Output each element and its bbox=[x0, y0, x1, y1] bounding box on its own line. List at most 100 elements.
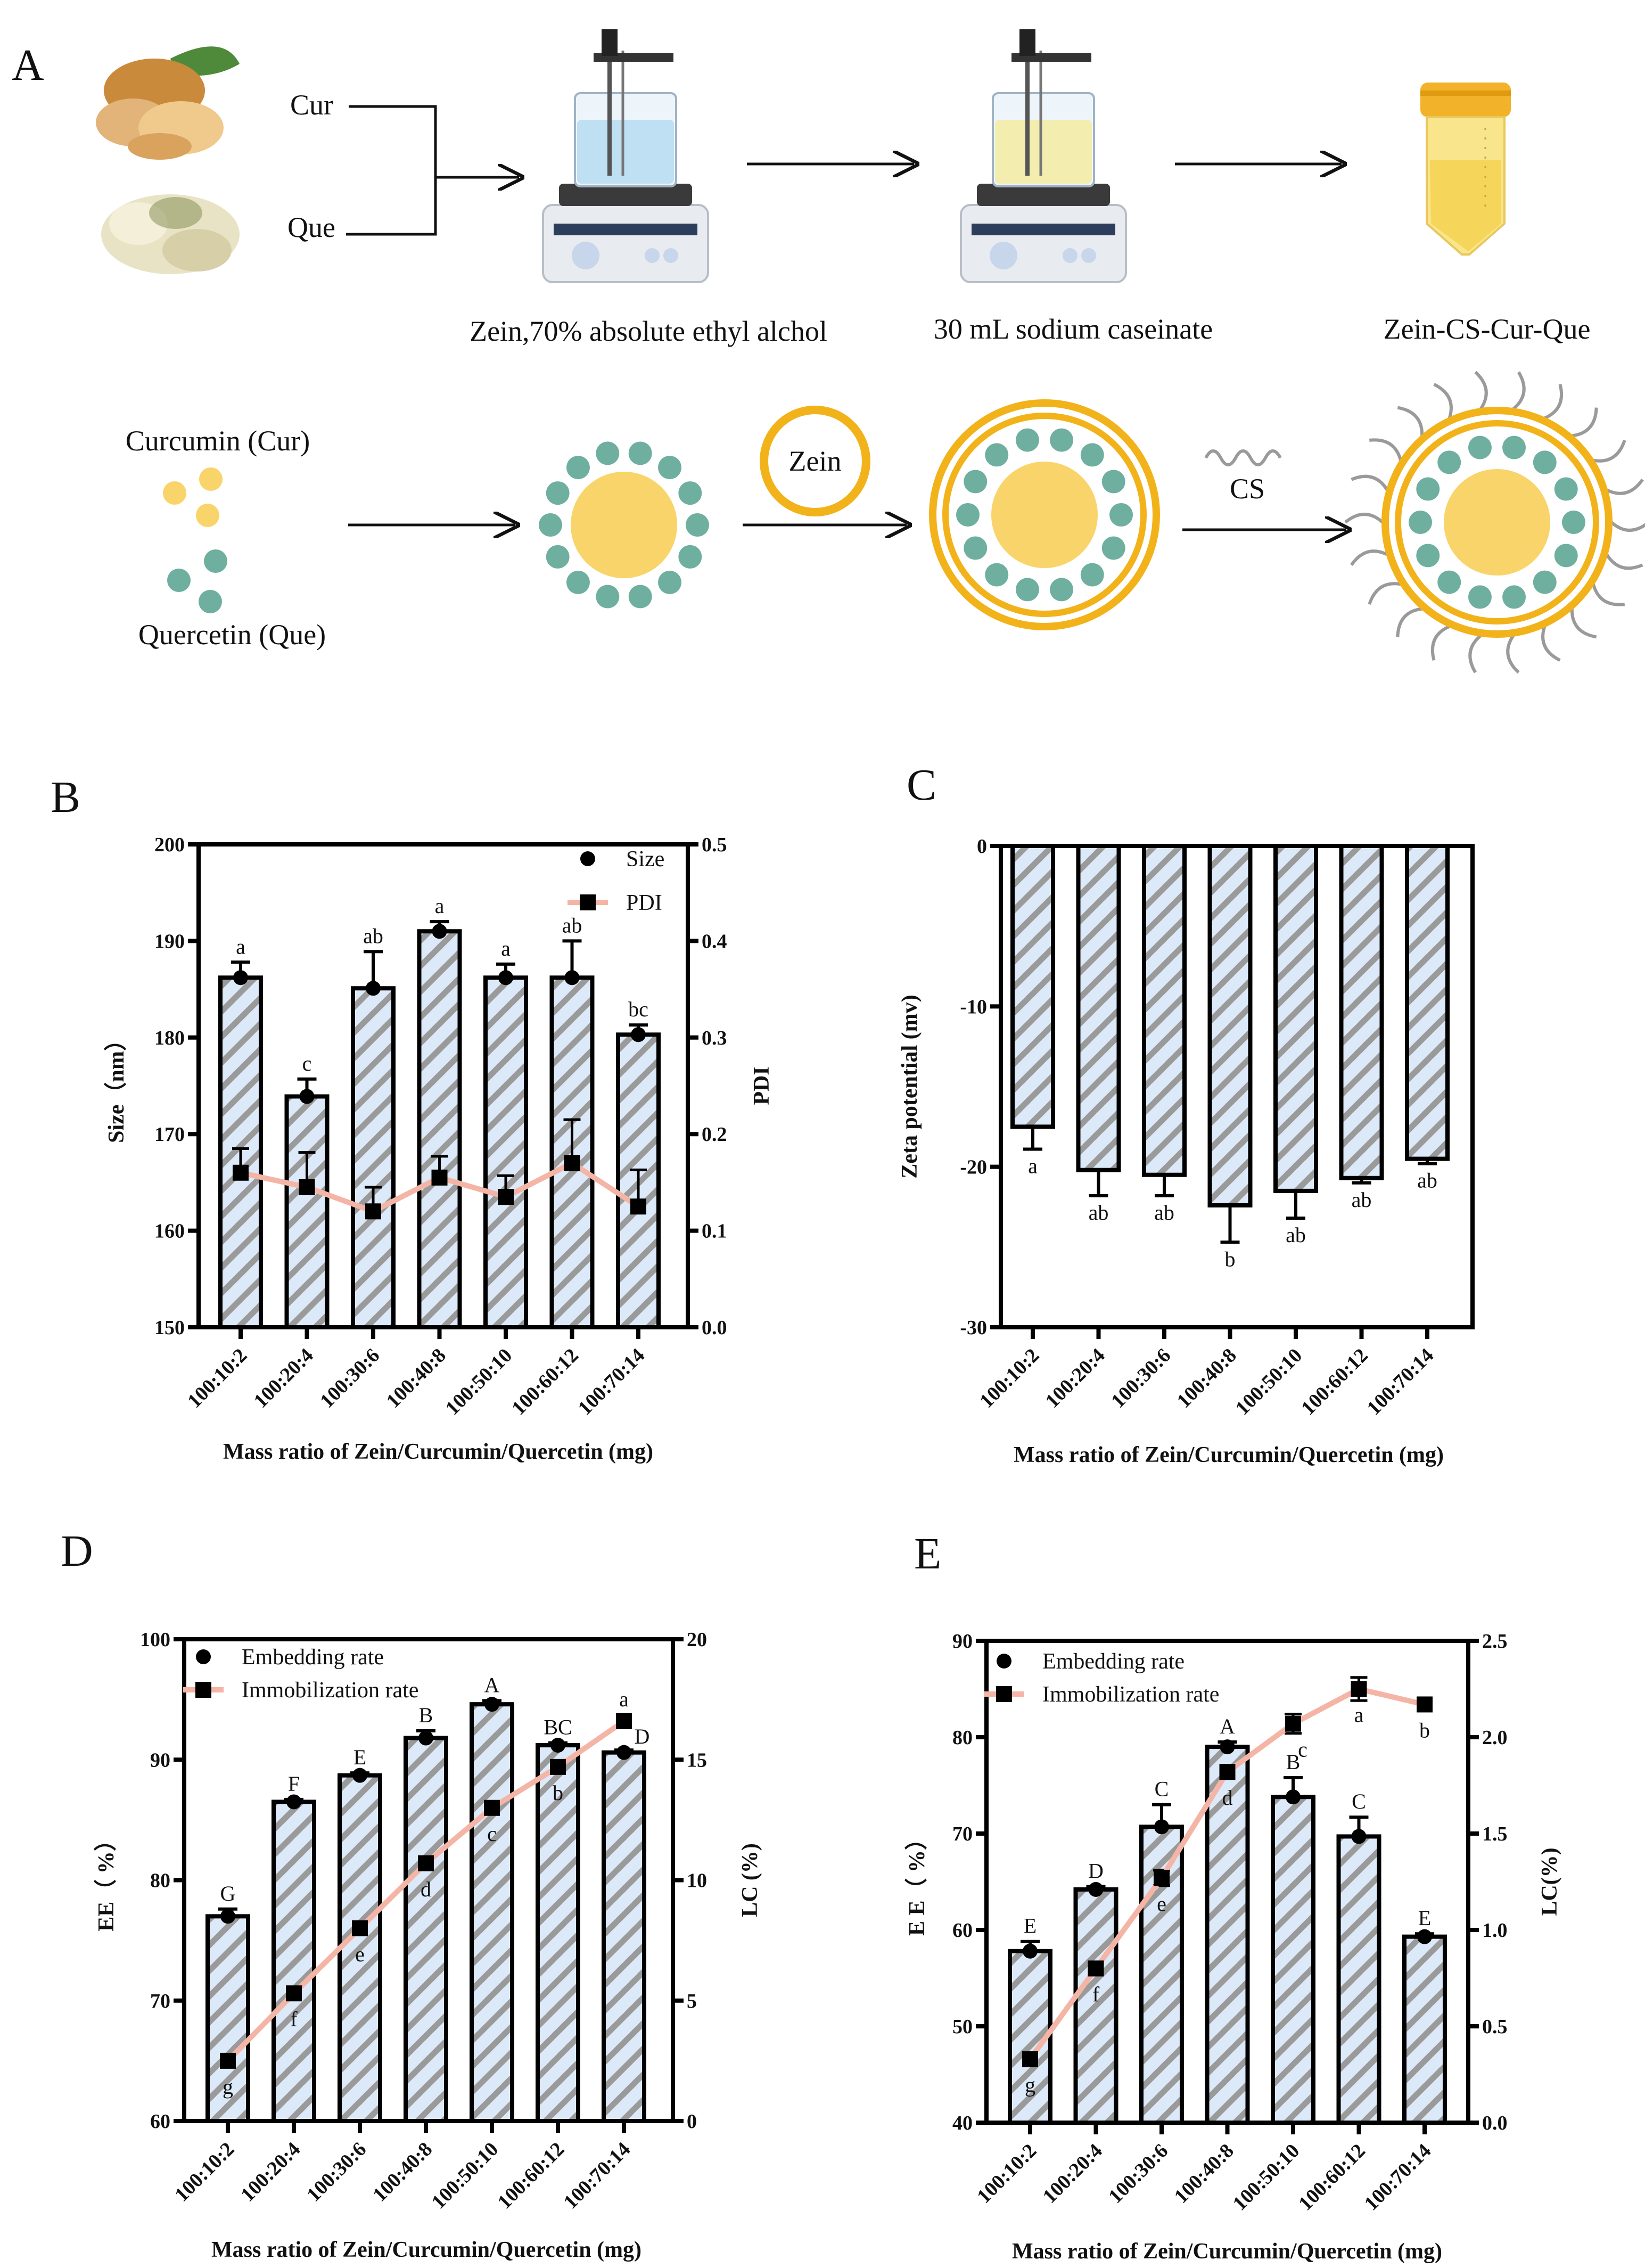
bar bbox=[1207, 844, 1253, 1207]
x-tick-label: 100:70:14 bbox=[1360, 2140, 1436, 2215]
x-tick-label: 100:50:10 bbox=[1229, 2140, 1304, 2215]
significance-letter: D bbox=[635, 1724, 650, 1748]
beaker-liquid bbox=[577, 120, 674, 184]
x-tick-label: 100:40:8 bbox=[382, 1344, 450, 1412]
y-tick-label: 0 bbox=[977, 835, 987, 858]
cur-que-core-particle bbox=[539, 441, 709, 609]
bar bbox=[1008, 1949, 1052, 2125]
quercetin-dot bbox=[658, 456, 682, 480]
sophora-flower-illustration bbox=[101, 194, 240, 274]
legend-marker-square bbox=[580, 894, 596, 910]
bar bbox=[483, 975, 528, 1330]
line-point bbox=[564, 1155, 580, 1171]
significance-letter: f bbox=[1092, 1982, 1100, 2006]
step-3-label: Zein-CS-Cur-Que bbox=[1384, 313, 1591, 345]
quercetin-dot bbox=[1533, 570, 1557, 594]
stirrer-knob bbox=[1081, 248, 1096, 263]
y-axis-label: Size（nm） bbox=[104, 1029, 129, 1143]
bar bbox=[351, 986, 396, 1329]
significance-letter: a bbox=[619, 1687, 629, 1711]
y-tick-label: 200 bbox=[154, 834, 185, 856]
significance-letter: b bbox=[1225, 1247, 1236, 1271]
bar-point bbox=[286, 1794, 301, 1810]
panel-label-a: A bbox=[12, 40, 44, 90]
bar-point bbox=[1286, 1789, 1301, 1805]
y-tick-label: 160 bbox=[154, 1220, 185, 1243]
significance-letter: ab bbox=[1089, 1201, 1109, 1225]
quercetin-dot bbox=[956, 503, 980, 527]
significance-letter: a bbox=[236, 934, 245, 958]
significance-letter: a bbox=[435, 894, 445, 918]
y2-tick-label: 1.5 bbox=[1482, 1823, 1508, 1845]
bar bbox=[602, 1750, 646, 2124]
significance-letter: ab bbox=[1417, 1169, 1437, 1193]
x-tick-label: 100:70:14 bbox=[1363, 1344, 1438, 1420]
quercetin-dot bbox=[1101, 536, 1125, 560]
bar-point bbox=[484, 1697, 499, 1712]
bar-point bbox=[352, 1768, 367, 1783]
y-tick-label: 60 bbox=[952, 1919, 973, 1942]
legend-marker-square bbox=[996, 1686, 1012, 1702]
y-tick-label: 50 bbox=[952, 2016, 973, 2038]
significance-letter: e bbox=[355, 1942, 365, 1966]
y-tick-label: 70 bbox=[150, 1990, 170, 2012]
significance-letter: ab bbox=[363, 924, 383, 948]
quercetin-dot bbox=[985, 443, 1009, 467]
y2-tick-label: 0.0 bbox=[702, 1317, 727, 1339]
significance-letter: g bbox=[1025, 2073, 1035, 2097]
quercetin-dot bbox=[1080, 443, 1104, 467]
bar bbox=[404, 1736, 448, 2123]
x-tick-label: 100:60:12 bbox=[493, 2138, 569, 2214]
curcumin-core bbox=[991, 462, 1098, 568]
bar-point bbox=[564, 970, 580, 985]
panel-label: B bbox=[51, 773, 80, 822]
cs-label: CS bbox=[1230, 473, 1265, 505]
stirrer-base bbox=[542, 204, 709, 283]
bar bbox=[1271, 1795, 1315, 2125]
zein-cs-cur-que-particle bbox=[1344, 371, 1645, 674]
stirrer-knob bbox=[645, 248, 660, 263]
bar-point bbox=[1220, 1739, 1235, 1755]
quercetin-dot bbox=[1437, 570, 1461, 594]
significance-letter: c bbox=[487, 1822, 497, 1846]
significance-letter: ab bbox=[1352, 1188, 1372, 1212]
bar-point bbox=[1417, 1929, 1432, 1944]
input-cur-label: Cur bbox=[290, 89, 333, 121]
stirrer-plate bbox=[559, 184, 692, 206]
quercetin-dot bbox=[1468, 585, 1492, 609]
y-axis-label: E E（ %） bbox=[904, 1828, 930, 1936]
legend: Embedding rate Immobilization rate bbox=[183, 1645, 418, 1703]
x-tick-label: 100:10:2 bbox=[170, 2138, 238, 2206]
quercetin-dot bbox=[1416, 544, 1440, 568]
bar bbox=[1076, 844, 1121, 1172]
chart-panel-e: E E D C A B C Eg f e d c a b 40 50 60 70 80 90 0.0 0.5 1.0 1.5 2… bbox=[904, 1529, 1562, 2264]
quercetin-dot bbox=[628, 441, 652, 465]
significance-letter: ab bbox=[1286, 1223, 1306, 1247]
x-axis-label: Mass ratio of Zein/Curcumin/Quercetin (m… bbox=[211, 2238, 641, 2262]
curcumin-legend-label: Curcumin (Cur) bbox=[126, 425, 310, 457]
x-tick-label: 100:20:4 bbox=[250, 1344, 318, 1412]
y2-tick-label: 20 bbox=[687, 1629, 707, 1651]
x-tick-label: 100:60:12 bbox=[1297, 1344, 1372, 1420]
zein-outer-ring bbox=[929, 399, 1160, 630]
bar bbox=[470, 1702, 514, 2124]
rod-head bbox=[602, 29, 618, 56]
line-point bbox=[616, 1713, 632, 1729]
bar bbox=[1073, 1887, 1118, 2125]
bar-point bbox=[1023, 1943, 1038, 1959]
quercetin-dot bbox=[1080, 563, 1104, 587]
line-point bbox=[550, 1758, 566, 1775]
line-point bbox=[1219, 1764, 1236, 1780]
significance-letter: C bbox=[1155, 1777, 1169, 1801]
significance-letter: G bbox=[220, 1881, 236, 1905]
y2-tick-label: 15 bbox=[687, 1749, 707, 1771]
bar-point bbox=[1154, 1819, 1169, 1835]
significance-letter: e bbox=[1157, 1892, 1166, 1916]
x-tick-label: 100:10:2 bbox=[975, 1344, 1043, 1412]
panel-label: E bbox=[914, 1529, 941, 1579]
significance-letter: g bbox=[223, 2075, 233, 2099]
panel-label: C bbox=[907, 760, 936, 810]
x-tick-label: 100:10:2 bbox=[183, 1344, 251, 1412]
significance-letter: A bbox=[484, 1673, 500, 1697]
